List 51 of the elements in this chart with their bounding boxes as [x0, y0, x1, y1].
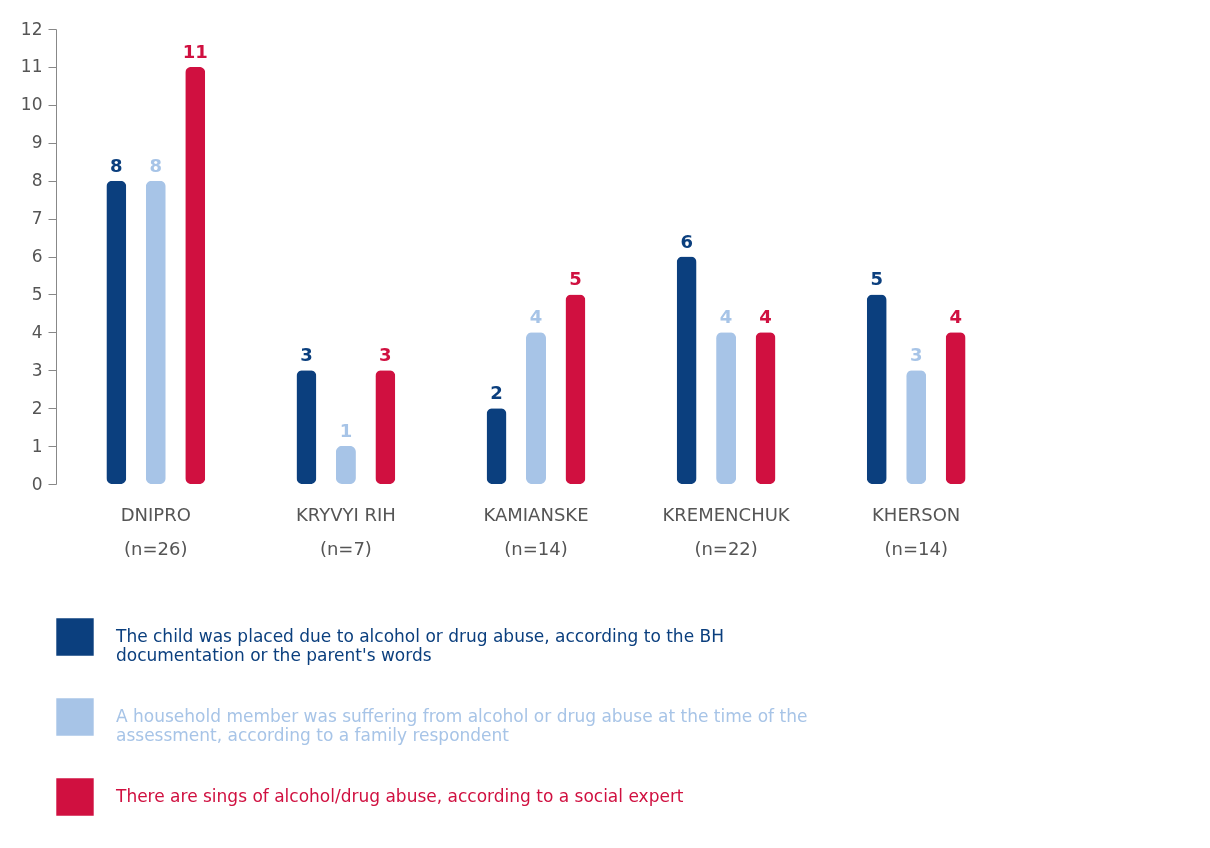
bar: [335, 446, 356, 484]
bar: [185, 66, 206, 484]
y-tick-label: 4: [31, 321, 43, 342]
data-label: 1: [339, 420, 353, 442]
bar: [755, 332, 776, 484]
bar: [866, 294, 887, 484]
bar: [106, 180, 127, 484]
data-label: 11: [182, 40, 208, 62]
bar: [375, 370, 396, 484]
y-tick-label: 8: [31, 170, 43, 191]
data-label: 4: [949, 306, 962, 328]
legend-label: The child was placed due to alcohol or drug abuse, according to the BH documentation or the parent's words: [115, 626, 724, 665]
legend-label: There are sings of alcohol/drug abuse, according to a social expert: [115, 786, 684, 806]
data-label: 5: [870, 268, 884, 290]
bar: [296, 370, 317, 484]
data-label: 3: [300, 344, 313, 366]
bar: [565, 294, 586, 484]
bar: [486, 408, 507, 484]
data-label: 3: [909, 344, 923, 366]
x-tick-label: KREMENCHUK (n=22): [662, 503, 791, 559]
y-tick-label: 5: [31, 283, 43, 304]
data-label: 3: [379, 344, 392, 366]
legend-label: A household member was suffering from alcohol or drug abuse at the time of the assessment, according to a family respondent: [116, 706, 808, 745]
data-label: 4: [529, 306, 543, 328]
data-label: 4: [719, 306, 733, 328]
x-tick-label: DNIPRO (n=26): [120, 503, 191, 559]
y-tick-label: 9: [31, 132, 43, 153]
bar: [906, 370, 927, 484]
y-tick-label: 11: [20, 56, 43, 77]
data-label: 5: [569, 268, 582, 290]
data-label: 2: [490, 382, 503, 404]
y-tick-label: 3: [31, 359, 43, 380]
data-label: 8: [149, 154, 163, 176]
data-label: 4: [759, 306, 772, 328]
bar: [526, 332, 546, 484]
x-tick-label: KHERSON (n=14): [872, 503, 961, 559]
data-label: 8: [110, 154, 123, 176]
bar: [945, 332, 966, 484]
y-tick-label: 12: [20, 18, 43, 39]
y-tick-label: 2: [31, 397, 43, 418]
data-label: 6: [680, 230, 693, 252]
y-tick-label: 10: [20, 94, 43, 115]
x-tick-label: KRYVYI RIH (n=7): [295, 503, 396, 559]
bar: [676, 256, 697, 484]
y-tick-label: 0: [31, 473, 43, 494]
y-tick-label: 7: [31, 208, 43, 229]
y-tick-label: 1: [31, 435, 43, 456]
bar: [716, 332, 737, 484]
x-tick-label: KAMIANSKE (n=14): [483, 503, 589, 559]
bar: [145, 180, 166, 484]
y-tick-label: 6: [31, 246, 43, 266]
